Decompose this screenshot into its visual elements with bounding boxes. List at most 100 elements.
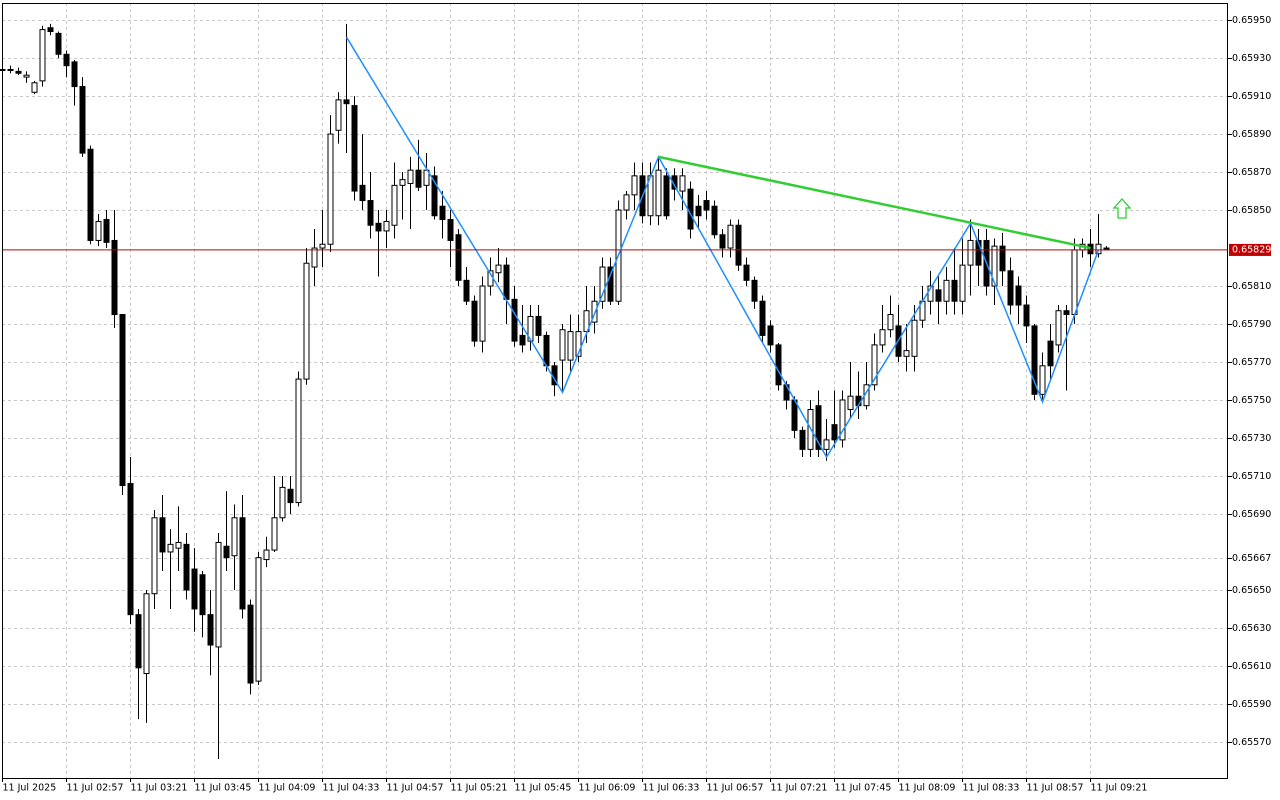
x-tick-label: 11 Jul 03:21 — [131, 783, 188, 794]
y-tick-label: 0.65570 — [1232, 737, 1271, 748]
candle-body — [447, 219, 454, 241]
x-tick-label: 11 Jul 05:45 — [515, 783, 572, 794]
candle-body — [599, 266, 606, 302]
candle-body — [767, 325, 774, 346]
candle-body — [287, 488, 294, 504]
candle-body — [327, 133, 334, 245]
x-tick-label: 11 Jul 06:33 — [643, 783, 700, 794]
candle-body — [591, 300, 598, 323]
candle-body — [359, 184, 366, 202]
candle-body — [279, 486, 286, 519]
candle-body — [967, 239, 974, 266]
x-tick-label: 11 Jul 08:09 — [899, 783, 956, 794]
candle-body — [783, 384, 790, 401]
candle-body — [791, 399, 798, 431]
candle-body — [975, 239, 982, 266]
candle-body — [935, 289, 942, 302]
candle-body — [799, 429, 806, 450]
candle-body — [127, 483, 134, 616]
candle-body — [911, 319, 918, 357]
candle-body — [1055, 310, 1062, 346]
x-tick-label: 11 Jul 06:09 — [579, 783, 636, 794]
candle-body — [655, 169, 662, 217]
y-tick-label: 0.65650 — [1232, 585, 1271, 596]
candle-body — [775, 344, 782, 386]
candle-body — [695, 205, 702, 217]
y-tick-label: 0.65690 — [1232, 509, 1271, 520]
candle-body — [255, 557, 262, 682]
candle-body — [15, 70, 22, 74]
y-tick-label: 0.65710 — [1232, 471, 1271, 482]
candle-body — [7, 68, 14, 71]
y-tick-label: 0.65810 — [1232, 281, 1271, 292]
candle-body — [183, 543, 190, 591]
candle-body — [607, 266, 614, 302]
current-price-label: 0.65829 — [1232, 244, 1271, 255]
candle-body — [703, 200, 710, 211]
candle-body — [119, 314, 126, 486]
candle-body — [167, 543, 174, 553]
candle-body — [903, 350, 910, 357]
candle-body — [175, 541, 182, 549]
candle-body — [823, 439, 830, 450]
x-tick-label: 11 Jul 03:45 — [195, 783, 252, 794]
candle-body — [463, 279, 470, 302]
candle-body — [679, 175, 686, 192]
candle-body — [407, 169, 414, 184]
candle-body — [687, 188, 694, 230]
x-tick-label: 11 Jul 07:45 — [835, 783, 892, 794]
x-tick-label: 11 Jul 04:09 — [259, 783, 316, 794]
y-tick-label: 0.65730 — [1232, 433, 1271, 444]
candle-body — [223, 545, 230, 559]
x-tick-label: 11 Jul 05:21 — [451, 783, 508, 794]
candle-body — [471, 300, 478, 342]
candle-body — [199, 574, 206, 616]
candle-body — [1071, 249, 1078, 316]
candle-body — [951, 279, 958, 302]
candle-body — [63, 53, 70, 67]
candle-body — [239, 517, 246, 610]
candle-body — [535, 315, 542, 336]
candle-body — [151, 517, 158, 595]
candle-body — [383, 220, 390, 232]
candle-body — [991, 245, 998, 287]
candle-body — [231, 517, 238, 557]
candle-body — [1039, 365, 1046, 395]
candle-body — [559, 329, 566, 361]
marks — [0, 23, 1228, 760]
candle-body — [495, 264, 502, 274]
y-tick-label: 0.65770 — [1232, 357, 1271, 368]
candle-body — [367, 200, 374, 226]
candle-body — [439, 205, 446, 221]
candle-body — [815, 405, 822, 450]
candle-body — [999, 245, 1006, 272]
candle-body — [887, 314, 894, 331]
x-tick-label: 11 Jul 2025 — [3, 783, 57, 794]
candle-body — [215, 541, 222, 648]
candle-body — [23, 74, 30, 78]
candle-body — [575, 331, 582, 357]
y-tick-label: 0.65750 — [1232, 395, 1271, 406]
candle-body — [399, 179, 406, 186]
candle-body — [479, 285, 486, 342]
candle-body — [415, 169, 422, 188]
y-tick-label: 0.65890 — [1232, 129, 1271, 140]
y-tick-label: 0.65630 — [1232, 623, 1271, 634]
candle-body — [295, 378, 302, 504]
candle-body — [95, 220, 102, 241]
candle-body — [1015, 285, 1022, 306]
candle-body — [319, 243, 326, 249]
candle-body — [503, 264, 510, 300]
candle-body — [839, 399, 846, 441]
candle-body — [831, 424, 838, 441]
candle-body — [1047, 340, 1054, 367]
candle-body — [943, 279, 950, 302]
candle-body — [743, 264, 750, 281]
x-tick-label: 11 Jul 08:33 — [963, 783, 1020, 794]
plot-frame — [2, 3, 1228, 779]
candle-body — [271, 517, 278, 551]
y-tick-label: 0.65590 — [1232, 699, 1271, 710]
buy-arrow — [1112, 198, 1132, 219]
candle-body — [751, 279, 758, 302]
candle-body — [847, 395, 854, 410]
